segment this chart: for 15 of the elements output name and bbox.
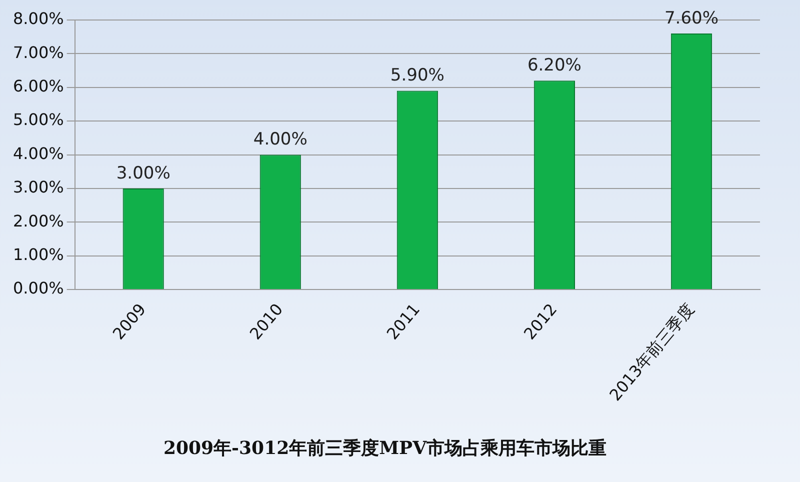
y-tick-label: 0.00% bbox=[13, 278, 64, 298]
data-label: 7.60% bbox=[664, 8, 718, 28]
y-tick-label: 7.00% bbox=[13, 42, 64, 62]
y-tick-label: 1.00% bbox=[13, 245, 64, 264]
data-label: 6.20% bbox=[527, 56, 582, 76]
data-label: 3.00% bbox=[116, 163, 170, 184]
y-tick-label: 2.00% bbox=[13, 211, 64, 230]
data-label: 5.90% bbox=[390, 66, 444, 86]
y-tick-label: 3.00% bbox=[13, 178, 64, 197]
data-label: 4.00% bbox=[253, 130, 308, 150]
y-tick-label: 6.00% bbox=[13, 76, 64, 96]
y-tick-label: 4.00% bbox=[13, 144, 64, 163]
y-tick-label: 8.00% bbox=[13, 9, 64, 28]
y-tick-label: 5.00% bbox=[13, 110, 64, 130]
text: 2009年-3012年前三季度MPV市场占乘用车市场比重 bbox=[163, 438, 607, 459]
